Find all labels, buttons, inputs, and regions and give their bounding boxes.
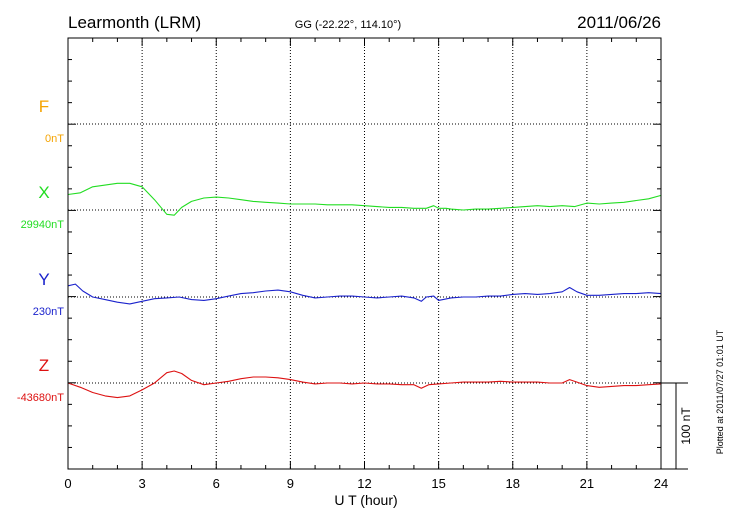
x-tick-label: 18 [506, 476, 520, 491]
x-tick-label: 24 [654, 476, 668, 491]
x-tick-label: 12 [357, 476, 371, 491]
grid-lines [68, 38, 661, 469]
x-tick-label: 3 [139, 476, 146, 491]
x-tick-label: 21 [580, 476, 594, 491]
series-line-z [67, 370, 662, 399]
series-baseline-x: 29940nT [21, 219, 65, 231]
series-name-f: F [39, 97, 49, 116]
axis-ticks [67, 37, 662, 470]
series-name-y: Y [38, 270, 49, 289]
series-baseline-z: -43680nT [17, 392, 64, 404]
series-labels: F 0nT X 29940nT Y 230nT Z -43680nT [17, 97, 64, 404]
x-tick-label: 6 [213, 476, 220, 491]
x-tick-labels: 0 3 6 9 12 15 18 21 24 [64, 476, 668, 491]
x-tick-label: 9 [287, 476, 294, 491]
station-coords: GG (-22.22°, 114.10°) [295, 19, 401, 31]
series-baseline-f: 0nT [45, 133, 64, 145]
x-tick-label: 0 [64, 476, 71, 491]
station-title: Learmonth (LRM) [68, 13, 201, 32]
plotted-timestamp: Plotted at 2011/07/27 01:01 UT [715, 329, 725, 454]
x-tick-label: 15 [431, 476, 445, 491]
chart-date: 2011/06/26 [577, 13, 661, 32]
series-line-y [67, 283, 662, 305]
series-name-x: X [38, 183, 49, 202]
series-line-x [67, 182, 662, 216]
scale-bar: 100 nT [661, 382, 693, 470]
series-name-z: Z [39, 356, 49, 375]
scale-bar-label: 100 nT [679, 407, 693, 445]
series-curves [67, 182, 662, 399]
series-baseline-y: 230nT [33, 306, 64, 318]
x-axis-label: U T (hour) [334, 492, 397, 508]
